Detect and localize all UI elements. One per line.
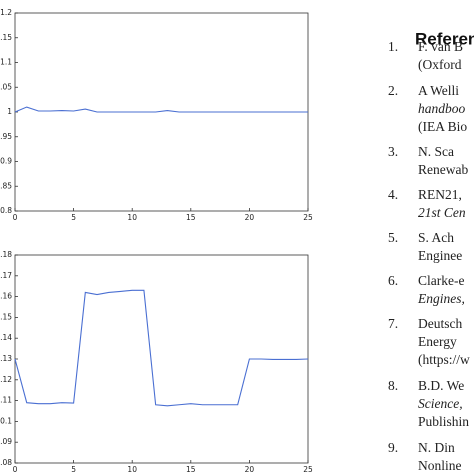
reference-line: B.D. We <box>418 378 464 393</box>
reference-line: (https://w <box>418 352 470 367</box>
y-tick-label: 0.11 <box>0 396 12 405</box>
reference-number: 7. <box>388 316 398 331</box>
reference-number: 1. <box>388 39 398 54</box>
y-tick-label: 0.8 <box>0 206 12 215</box>
reference-line: Clarke-e <box>418 273 464 288</box>
x-tick-label: 20 <box>245 213 255 222</box>
references-heading: Referenc <box>415 29 474 48</box>
reference-line: (IEA Bio <box>418 119 467 134</box>
y-tick-label: 0.1 <box>0 416 12 425</box>
y-tick-label: 0.18 <box>0 250 12 259</box>
reference-number: 9. <box>388 440 398 455</box>
reference-line: Science, <box>418 396 463 411</box>
y-tick-label: 1 <box>7 107 12 116</box>
y-tick-label: 0.08 <box>0 458 12 467</box>
x-tick-label: 25 <box>303 213 313 222</box>
y-tick-label: 1.2 <box>0 8 12 17</box>
x-tick-label: 15 <box>186 465 196 474</box>
x-tick-label: 10 <box>127 465 137 474</box>
data-line <box>14 289 309 407</box>
x-tick-label: 15 <box>186 213 196 222</box>
y-tick-label: 0.16 <box>0 292 12 301</box>
y-tick-label: 0.95 <box>0 132 12 141</box>
reference-line: A Welli <box>418 83 459 98</box>
reference-line: F. van B <box>418 39 463 54</box>
reference-line: Enginee <box>418 248 462 263</box>
reference-number: 3. <box>388 144 398 159</box>
reference-number: 5. <box>388 230 398 245</box>
reference-number: 6. <box>388 273 398 288</box>
y-tick-label: 1.15 <box>0 33 12 42</box>
reference-line: N. Din <box>418 440 455 455</box>
y-tick-label: 0.13 <box>0 354 12 363</box>
y-tick-label: 0.14 <box>0 333 12 342</box>
data-line <box>14 106 308 113</box>
y-tick-label: 0.12 <box>0 375 12 384</box>
reference-line: 21st Cen <box>418 205 466 220</box>
y-tick-label: 0.15 <box>0 312 12 321</box>
reference-line: handboo <box>418 101 466 116</box>
x-tick-label: 20 <box>245 465 255 474</box>
reference-line: N. Sca <box>418 144 454 159</box>
reference-line: Renewab <box>418 162 468 177</box>
x-tick-label: 5 <box>71 213 76 222</box>
reference-number: 8. <box>388 378 398 393</box>
x-tick-label: 0 <box>13 465 18 474</box>
x-tick-label: 5 <box>71 465 76 474</box>
y-tick-label: 0.85 <box>0 181 12 190</box>
reference-line: Publishin <box>418 414 469 429</box>
x-tick-label: 0 <box>13 213 18 222</box>
reference-number: 4. <box>388 187 398 202</box>
reference-line: Deutsch <box>418 316 462 331</box>
y-tick-label: 0.09 <box>0 437 12 446</box>
reference-line: Nonline <box>418 458 462 473</box>
reference-line: S. Ach <box>418 230 454 245</box>
reference-line: REN21, <box>418 187 462 202</box>
reference-number: 2. <box>388 83 398 98</box>
y-tick-label: 1.1 <box>0 58 12 67</box>
y-tick-label: 0.9 <box>0 157 12 166</box>
y-tick-label: 1.05 <box>0 82 12 91</box>
x-tick-label: 25 <box>303 465 313 474</box>
reference-line: (Oxford <box>418 57 462 72</box>
reference-line: Engines, <box>417 291 465 306</box>
x-tick-label: 10 <box>127 213 137 222</box>
reference-line: Energy <box>418 334 457 349</box>
y-tick-label: 0.17 <box>0 271 12 280</box>
